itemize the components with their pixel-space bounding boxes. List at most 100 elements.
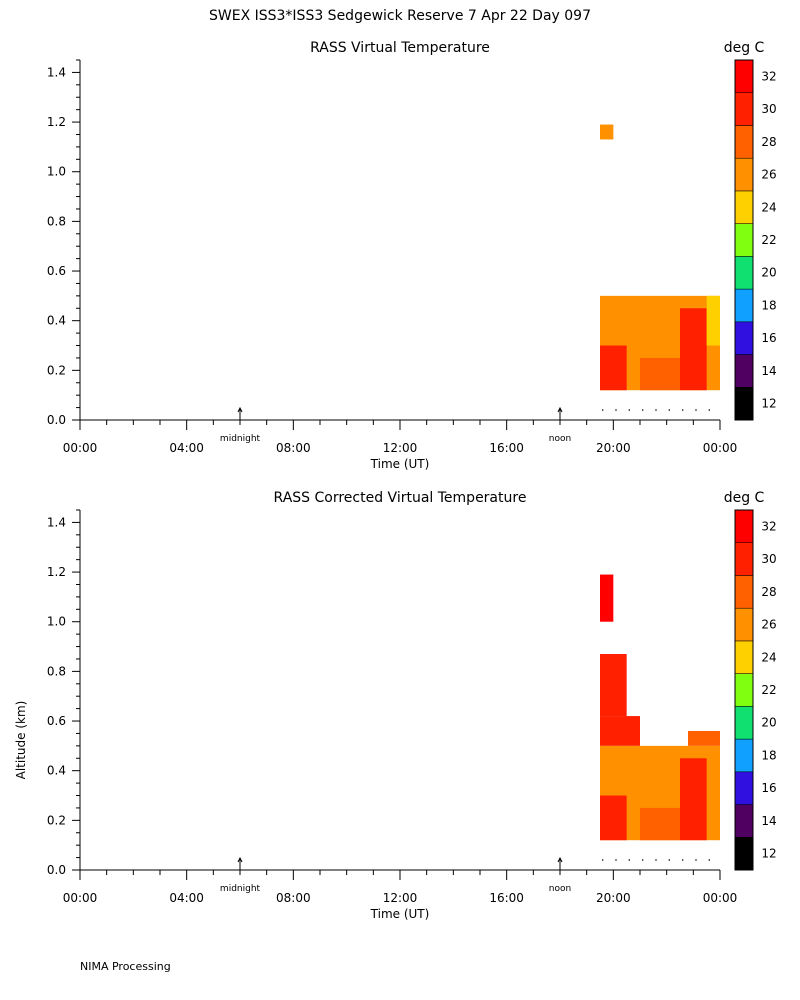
y-tick-label: 1.0 xyxy=(47,165,66,179)
colorbar-label: 16 xyxy=(761,331,776,345)
colorbar-swatch xyxy=(734,542,754,576)
x-axis-label: Time (UT) xyxy=(370,907,430,921)
marker-label: midnight xyxy=(220,884,261,894)
colorbar-label: 30 xyxy=(761,552,776,566)
x-tick-label: 16:00 xyxy=(489,441,524,455)
x-tick-label: 00:00 xyxy=(703,891,738,905)
marker-arrow-icon xyxy=(557,406,563,413)
panels: RASS Virtual Temperature deg C 0.0 0.2 0.4 0.… xyxy=(14,40,777,921)
colorbar-swatch xyxy=(734,607,754,642)
colorbar-label: 26 xyxy=(761,618,776,632)
y-axis-label: Altitude (km) xyxy=(14,701,28,780)
colorbar-label: 16 xyxy=(761,781,776,795)
data-cell xyxy=(600,716,640,746)
data-dot xyxy=(641,859,644,861)
data-cell xyxy=(600,654,627,717)
x-tick-label: 16:00 xyxy=(489,891,524,905)
marker-arrow-icon xyxy=(237,856,243,863)
x-tick-label: 12:00 xyxy=(383,891,418,905)
data-dot xyxy=(615,859,617,861)
colorbar-label: 22 xyxy=(761,233,776,247)
colorbar-swatch xyxy=(734,640,754,674)
x-tick-label: 12:00 xyxy=(383,441,418,455)
data-dot xyxy=(668,859,671,861)
colorbar-swatch xyxy=(734,92,754,126)
marker-label: noon xyxy=(549,884,571,894)
chart-panel: RASS Corrected Virtual Temperature deg C 0… xyxy=(14,490,777,921)
data-dot xyxy=(655,409,657,411)
data-cell xyxy=(600,345,627,391)
marker-label: noon xyxy=(549,434,571,444)
data-cell xyxy=(600,124,614,140)
y-tick-label: 0.4 xyxy=(47,764,66,778)
panel-title: RASS Corrected Virtual Temperature xyxy=(274,490,527,506)
data-dot xyxy=(668,409,671,411)
y-tick-label: 0.4 xyxy=(47,314,66,328)
colorbar-label: 18 xyxy=(761,298,776,312)
data-dot xyxy=(708,859,711,861)
x-tick-label: 08:00 xyxy=(276,441,311,455)
colorbar-frame xyxy=(734,59,754,421)
data-dot xyxy=(601,859,604,861)
colorbar-swatch xyxy=(734,738,754,773)
y-tick-label: 0.8 xyxy=(47,214,66,228)
colorbar-swatch xyxy=(734,223,754,257)
footer-label: NIMA Processing xyxy=(80,960,171,973)
y-tick-label: 1.2 xyxy=(47,115,66,129)
colorbar-swatch xyxy=(734,509,754,543)
x-tick-label: 08:00 xyxy=(276,891,311,905)
colorbar-label: 22 xyxy=(761,683,776,697)
data-dot xyxy=(615,409,617,411)
colorbar-label: 28 xyxy=(761,135,776,149)
colorbar-label: 14 xyxy=(761,364,776,378)
marker-arrow-icon xyxy=(557,856,563,863)
y-tick-label: 0.0 xyxy=(47,863,66,877)
marker-arrow-icon xyxy=(237,406,243,413)
colorbar-label: 28 xyxy=(761,585,776,599)
data-cell xyxy=(600,795,627,841)
colorbar-label: 14 xyxy=(761,814,776,828)
colorbar-swatch xyxy=(734,288,754,323)
y-tick-label: 0.2 xyxy=(47,813,66,827)
colorbar-label: 18 xyxy=(761,748,776,762)
colorbar-label: 20 xyxy=(761,716,776,730)
data-dot xyxy=(681,859,684,861)
x-tick-label: 04:00 xyxy=(169,441,204,455)
data-cell xyxy=(706,295,720,346)
colorbar-swatch xyxy=(734,804,754,838)
main-title: SWEX ISS3*ISS3 Sedgewick Reserve 7 Apr 2… xyxy=(209,8,591,24)
y-tick-label: 1.4 xyxy=(47,515,66,529)
y-tick-label: 0.0 xyxy=(47,413,66,427)
x-tick-label: 00:00 xyxy=(63,441,98,455)
x-tick-label: 00:00 xyxy=(63,891,98,905)
data-dot xyxy=(641,409,644,411)
colorbar-swatch xyxy=(734,706,754,740)
y-tick-label: 0.6 xyxy=(47,714,66,728)
colorbar-label: 26 xyxy=(761,168,776,182)
colorbar-swatch xyxy=(734,190,754,224)
data-cell xyxy=(688,730,720,746)
colorbar-label: 24 xyxy=(761,200,776,214)
colorbar-swatch xyxy=(734,256,754,290)
data-dot xyxy=(695,409,697,411)
colorbar-label: 20 xyxy=(761,266,776,280)
colorbar-swatch xyxy=(734,673,754,707)
chart-panel: RASS Virtual Temperature deg C 0.0 0.2 0.4 0.… xyxy=(47,40,777,471)
data-dot xyxy=(708,409,711,411)
data-dot xyxy=(695,859,697,861)
colorbar-label: 24 xyxy=(761,650,776,664)
colorbar-swatch xyxy=(734,771,754,805)
colorbar-label: 30 xyxy=(761,102,776,116)
colorbar-label: 12 xyxy=(761,847,776,861)
panel-title: RASS Virtual Temperature xyxy=(310,40,490,56)
colorbar-swatch xyxy=(734,321,754,355)
data-dot xyxy=(628,409,631,411)
colorbar-label: 32 xyxy=(761,519,776,533)
y-tick-label: 1.0 xyxy=(47,615,66,629)
colorbar-units: deg C xyxy=(724,40,765,56)
y-tick-label: 1.4 xyxy=(47,65,66,79)
colorbar-units: deg C xyxy=(724,490,765,506)
colorbar-swatch xyxy=(734,157,754,192)
x-tick-label: 20:00 xyxy=(596,891,631,905)
